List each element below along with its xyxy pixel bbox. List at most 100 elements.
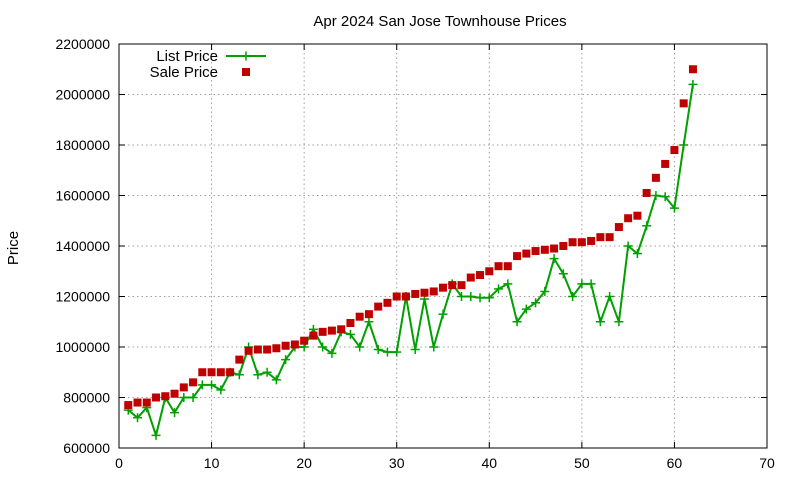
sale-price-point <box>170 389 179 398</box>
x-tick-label: 0 <box>115 455 123 471</box>
sale-price-point <box>272 344 281 353</box>
list-price-point <box>234 370 244 380</box>
sale-price-point <box>401 292 410 301</box>
x-tick-label: 40 <box>481 455 497 471</box>
y-tick-label: 1200000 <box>55 289 110 305</box>
sale-price-point <box>513 252 522 261</box>
list-price-point <box>605 292 615 301</box>
list-price-point <box>364 317 374 327</box>
sale-price-point <box>253 345 262 354</box>
sale-price-point <box>439 283 447 292</box>
list-price-point <box>540 286 550 296</box>
list-price-point <box>475 293 485 303</box>
list-price-line <box>127 84 694 440</box>
sale-price-point <box>559 242 568 250</box>
sale-price-point <box>633 211 642 220</box>
sale-price-point <box>355 312 364 321</box>
list-price-point <box>179 393 189 402</box>
list-price-point <box>355 342 365 352</box>
sale-price-point <box>587 236 596 245</box>
list-price-point <box>197 380 207 390</box>
sale-price-point <box>531 247 540 256</box>
sale-price-point <box>670 146 679 155</box>
list-price-point <box>170 408 180 418</box>
sale-price-point <box>550 244 559 253</box>
series-sale-price <box>124 65 697 410</box>
sale-price-point <box>290 340 299 349</box>
x-tick-label: 70 <box>759 455 775 471</box>
sale-price-point <box>198 368 207 377</box>
sale-price-point <box>392 292 401 301</box>
list-price-point <box>632 249 642 259</box>
sale-price-point <box>522 249 531 258</box>
list-price-point <box>373 345 383 355</box>
list-price-point <box>503 279 513 289</box>
sale-price-point <box>466 273 475 282</box>
list-price-point <box>651 191 661 200</box>
sale-price-point <box>614 223 623 232</box>
sale-price-point <box>476 271 485 280</box>
list-price-point <box>262 367 272 377</box>
sale-price-point <box>411 289 420 298</box>
sale-price-point <box>346 319 355 328</box>
sale-price-point <box>577 238 586 247</box>
sale-price-point <box>133 398 142 407</box>
x-tick-label: 30 <box>389 455 405 471</box>
sale-price-point <box>679 99 688 108</box>
list-price-point <box>271 375 281 385</box>
sale-price-point <box>503 262 512 271</box>
list-price-point <box>679 140 689 150</box>
sale-price-point <box>244 346 253 355</box>
list-price-point <box>457 292 467 301</box>
x-tick-label: 60 <box>667 455 683 471</box>
list-price-point <box>382 347 392 357</box>
list-price-point <box>151 430 161 440</box>
plot-marks <box>123 65 698 440</box>
y-tick-label: 800000 <box>63 390 110 406</box>
y-tick-label: 1000000 <box>55 339 110 355</box>
y-axis-label: Price <box>5 231 22 265</box>
list-price-point <box>558 269 568 279</box>
list-price-point <box>623 241 633 251</box>
list-price-point <box>438 309 448 319</box>
list-price-point <box>345 329 355 339</box>
y-tick-label: 2000000 <box>55 87 110 103</box>
plot-frame <box>118 43 768 449</box>
sale-price-point <box>309 331 318 340</box>
sale-price-point <box>688 65 697 74</box>
y-tick-label: 600000 <box>63 440 110 456</box>
sale-price-point <box>235 355 244 364</box>
sale-price-point <box>300 336 309 345</box>
sale-price-point <box>216 368 225 377</box>
sale-price-point <box>124 401 133 410</box>
list-price-point <box>133 413 143 423</box>
list-price-point <box>568 292 578 301</box>
list-price-point <box>484 293 494 303</box>
sale-price-point <box>429 287 438 296</box>
sale-price-point <box>540 245 549 254</box>
list-price-point <box>688 79 698 89</box>
grid-lines <box>119 44 767 448</box>
list-price-point <box>642 221 652 231</box>
list-price-point <box>531 298 541 308</box>
list-price-point <box>466 292 476 301</box>
sale-price-point <box>457 281 466 290</box>
sale-price-point <box>179 383 188 392</box>
sale-price-point <box>189 378 198 387</box>
sale-price-point <box>226 368 235 377</box>
list-price-point <box>281 355 291 365</box>
list-price-point <box>669 203 679 213</box>
legend-plus-marker <box>241 51 251 61</box>
sale-price-point <box>642 188 651 197</box>
sale-price-point <box>485 267 494 276</box>
list-price-point <box>549 254 559 264</box>
sale-price-point <box>651 173 660 182</box>
sale-price-point <box>420 288 429 297</box>
list-price-point <box>494 284 504 294</box>
sale-price-point <box>568 238 577 247</box>
list-price-point <box>253 370 263 380</box>
sale-price-point <box>263 345 272 354</box>
chart-title: Apr 2024 San Jose Townhouse Prices <box>313 13 566 30</box>
